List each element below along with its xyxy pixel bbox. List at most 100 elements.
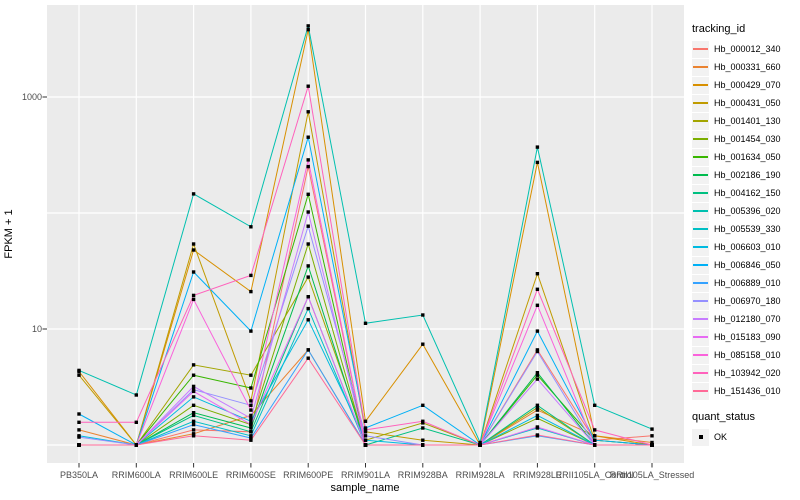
data-point	[535, 425, 540, 429]
data-point	[535, 303, 540, 307]
data-point	[249, 329, 253, 333]
data-point	[191, 384, 196, 389]
data-point	[191, 363, 196, 367]
legend-key-line-icon	[692, 94, 709, 112]
x-tick-label: RRIM600SE	[225, 470, 276, 480]
quant-status-legend: quant_status OK	[692, 411, 781, 446]
data-point	[249, 434, 253, 438]
data-point	[306, 84, 310, 88]
data-point	[535, 373, 540, 377]
legend-entry-Hb_103942_020: Hb_103942_020	[692, 364, 781, 382]
data-point	[650, 440, 654, 445]
data-point	[535, 433, 540, 437]
legend-key-line-icon	[692, 166, 709, 184]
legend-entry-Hb_001401_130: Hb_001401_130	[692, 112, 781, 130]
data-point	[191, 434, 196, 438]
data-point	[535, 272, 540, 276]
legend-key-line-icon	[692, 274, 709, 292]
data-point	[306, 210, 310, 214]
data-point	[306, 306, 310, 311]
data-point	[593, 403, 597, 407]
data-point	[306, 264, 310, 268]
data-point	[306, 295, 310, 299]
data-point	[249, 436, 253, 440]
data-point	[535, 160, 540, 165]
data-point	[191, 432, 196, 436]
data-point	[77, 435, 81, 439]
data-point	[191, 419, 196, 423]
x-tick-label: PB350LA	[59, 470, 99, 480]
data-point	[306, 275, 310, 279]
legend-entry-label: Hb_002186_190	[714, 170, 781, 180]
legend-entry-label: Hb_012180_070	[714, 314, 781, 324]
legend-title-tracking-id: tracking_id	[692, 23, 746, 35]
legend-entry-label: Hb_001401_130	[714, 116, 781, 126]
legend-entry-label: Hb_103942_020	[714, 368, 781, 378]
legend-entry-Hb_151436_010: Hb_151436_010	[692, 382, 781, 400]
data-point	[650, 434, 654, 438]
data-point	[77, 373, 81, 377]
data-point	[363, 419, 368, 423]
legend-entry-Hb_005539_330: Hb_005539_330	[692, 220, 781, 238]
legend-entry-Hb_012180_070: Hb_012180_070	[692, 310, 781, 328]
legend-key-line-icon	[692, 238, 709, 256]
legend-entry-Hb_006603_010: Hb_006603_010	[692, 238, 781, 256]
data-point	[77, 412, 81, 416]
data-point	[363, 428, 368, 432]
data-point	[363, 438, 368, 442]
legend-key-line-icon	[692, 130, 709, 148]
legend-entry-label: Hb_000012_340	[714, 44, 781, 54]
data-point	[421, 313, 425, 317]
data-point	[363, 434, 368, 438]
legend-entry-Hb_000429_070: Hb_000429_070	[692, 76, 781, 94]
y-axis-title: FPKM + 1	[3, 209, 15, 259]
data-point	[191, 373, 196, 377]
legend-entry-label: Hb_000331_660	[714, 62, 781, 72]
data-point	[363, 426, 368, 430]
data-point	[363, 430, 368, 434]
legend-entry-label: Hb_000429_070	[714, 80, 781, 90]
x-tick-label: RRIM928BA	[397, 470, 448, 480]
tracking-id-legend-entries: Hb_000012_340 Hb_000331_660 Hb_000429_070 H…	[692, 40, 781, 400]
data-point	[421, 403, 425, 407]
legend-entry-label: Hb_000431_050	[714, 98, 781, 108]
data-point	[191, 192, 196, 196]
data-point	[535, 408, 540, 412]
legend-entry-Hb_000012_340: Hb_000012_340	[692, 40, 781, 58]
data-point	[249, 422, 253, 427]
data-point	[421, 419, 425, 423]
data-point	[306, 164, 310, 169]
legend-key-line-icon	[692, 76, 709, 94]
data-point	[249, 273, 253, 278]
data-point	[191, 413, 196, 418]
data-point	[249, 373, 253, 377]
data-point	[535, 371, 540, 375]
legend-entry-Hb_006970_180: Hb_006970_180	[692, 292, 781, 310]
data-point	[191, 395, 196, 399]
data-point	[535, 349, 540, 354]
data-point	[191, 270, 196, 274]
x-tick-label: RRIM600LE	[169, 470, 219, 480]
data-point	[249, 419, 253, 423]
data-point	[306, 28, 310, 32]
data-point	[535, 145, 540, 149]
data-point	[306, 242, 310, 246]
data-point	[421, 426, 425, 430]
data-point	[306, 318, 310, 322]
data-point	[77, 443, 81, 447]
data-point	[535, 405, 540, 410]
data-point	[593, 428, 597, 432]
data-point	[249, 408, 253, 412]
x-axis-title: sample_name	[330, 482, 400, 494]
legend-entry-label: Hb_001634_050	[714, 152, 781, 162]
x-tick-label: RRIM928LE	[512, 470, 562, 480]
data-point	[306, 110, 310, 114]
data-point	[306, 224, 310, 228]
data-point	[249, 430, 253, 434]
legend-entry-Hb_000431_050: Hb_000431_050	[692, 94, 781, 112]
data-point	[191, 293, 196, 298]
legend-entry-Hb_001634_050: Hb_001634_050	[692, 148, 781, 166]
x-tick-label: RRIM928LA	[455, 470, 505, 480]
data-point	[478, 443, 482, 447]
legend-entry-quant-OK: OK	[692, 428, 781, 446]
